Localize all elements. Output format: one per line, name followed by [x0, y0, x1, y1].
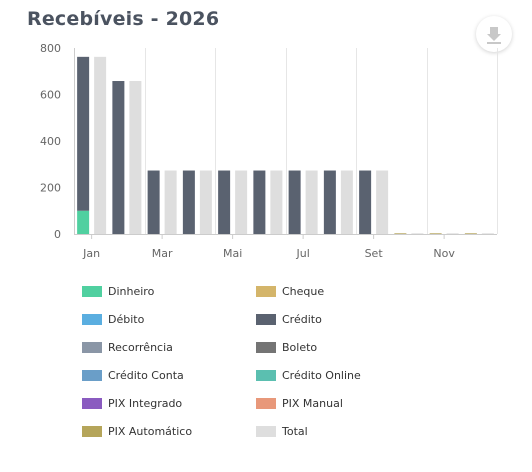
bar — [411, 233, 424, 235]
x-tick-label: Mai — [223, 247, 242, 260]
x-tick-label: Nov — [433, 247, 455, 260]
x-tick-label: Jul — [295, 247, 309, 260]
x-tick-label: Mar — [152, 247, 173, 260]
legend-label: Boleto — [282, 340, 318, 354]
legend-swatch — [256, 369, 276, 381]
legend-swatch — [256, 425, 276, 437]
y-tick-label: 0 — [54, 228, 61, 241]
y-tick-label: 800 — [40, 42, 61, 55]
legend-item[interactable]: PIX Automático — [82, 423, 192, 439]
x-tick-label: Set — [365, 247, 384, 260]
bar — [253, 170, 266, 234]
legend-item[interactable]: Débito — [82, 311, 144, 327]
bar — [288, 170, 301, 234]
bar — [199, 170, 212, 234]
legend-label: PIX Integrado — [108, 396, 183, 410]
download-button[interactable] — [476, 16, 512, 52]
legend-label: Crédito — [282, 312, 322, 326]
legend-swatch — [82, 313, 102, 325]
legend-swatch — [256, 397, 276, 409]
bar — [218, 170, 231, 234]
legend-item[interactable]: Crédito Conta — [82, 367, 184, 383]
legend-label: Recorrência — [108, 340, 173, 354]
legend-label: PIX Manual — [282, 396, 343, 410]
legend-label: PIX Automático — [108, 424, 193, 438]
bar — [147, 170, 160, 234]
bar — [235, 170, 248, 234]
legend-label: Cheque — [282, 284, 325, 298]
legend-item[interactable]: Dinheiro — [82, 283, 154, 299]
legend-swatch — [82, 397, 102, 409]
legend-item[interactable]: PIX Integrado — [82, 395, 182, 411]
legend-item[interactable]: PIX Manual — [256, 395, 343, 411]
bar — [112, 81, 125, 234]
legend-item[interactable]: Crédito — [256, 311, 322, 327]
bar — [270, 170, 283, 234]
bar — [481, 233, 494, 235]
legend-swatch — [82, 341, 102, 353]
bar — [305, 170, 318, 234]
legend-item[interactable]: Crédito Online — [256, 367, 361, 383]
bar — [323, 170, 336, 234]
legend-swatch — [82, 425, 102, 437]
legend-item[interactable]: Recorrência — [82, 339, 173, 355]
legend-swatch — [256, 313, 276, 325]
legend-label: Dinheiro — [108, 284, 155, 298]
legend-label: Total — [282, 424, 308, 438]
legend-swatch — [82, 285, 102, 297]
bar — [94, 56, 107, 235]
legend-item[interactable]: Total — [256, 423, 308, 439]
legend-swatch — [256, 341, 276, 353]
bar — [429, 233, 442, 235]
bar — [77, 56, 90, 211]
bar — [129, 81, 142, 234]
bar — [394, 233, 407, 235]
y-tick-label: 400 — [40, 135, 61, 148]
bar — [464, 233, 477, 235]
legend-item[interactable]: Cheque — [256, 283, 324, 299]
y-tick-label: 600 — [40, 89, 61, 102]
bar — [164, 170, 177, 234]
bar — [77, 210, 90, 234]
bar — [182, 170, 195, 234]
x-tick-label: Jan — [82, 247, 100, 260]
y-tick-label: 200 — [40, 182, 61, 195]
legend-item[interactable]: Boleto — [256, 339, 317, 355]
bar — [446, 233, 459, 235]
download-icon — [487, 27, 501, 44]
bar — [359, 170, 372, 234]
legend-label: Débito — [108, 312, 145, 326]
legend-swatch — [82, 369, 102, 381]
legend-label: Crédito Online — [282, 368, 361, 382]
bar — [340, 170, 353, 234]
legend-swatch — [256, 285, 276, 297]
page-title: Recebíveis - 2026 — [27, 8, 220, 30]
legend-label: Crédito Conta — [108, 368, 184, 382]
bar — [376, 170, 389, 234]
